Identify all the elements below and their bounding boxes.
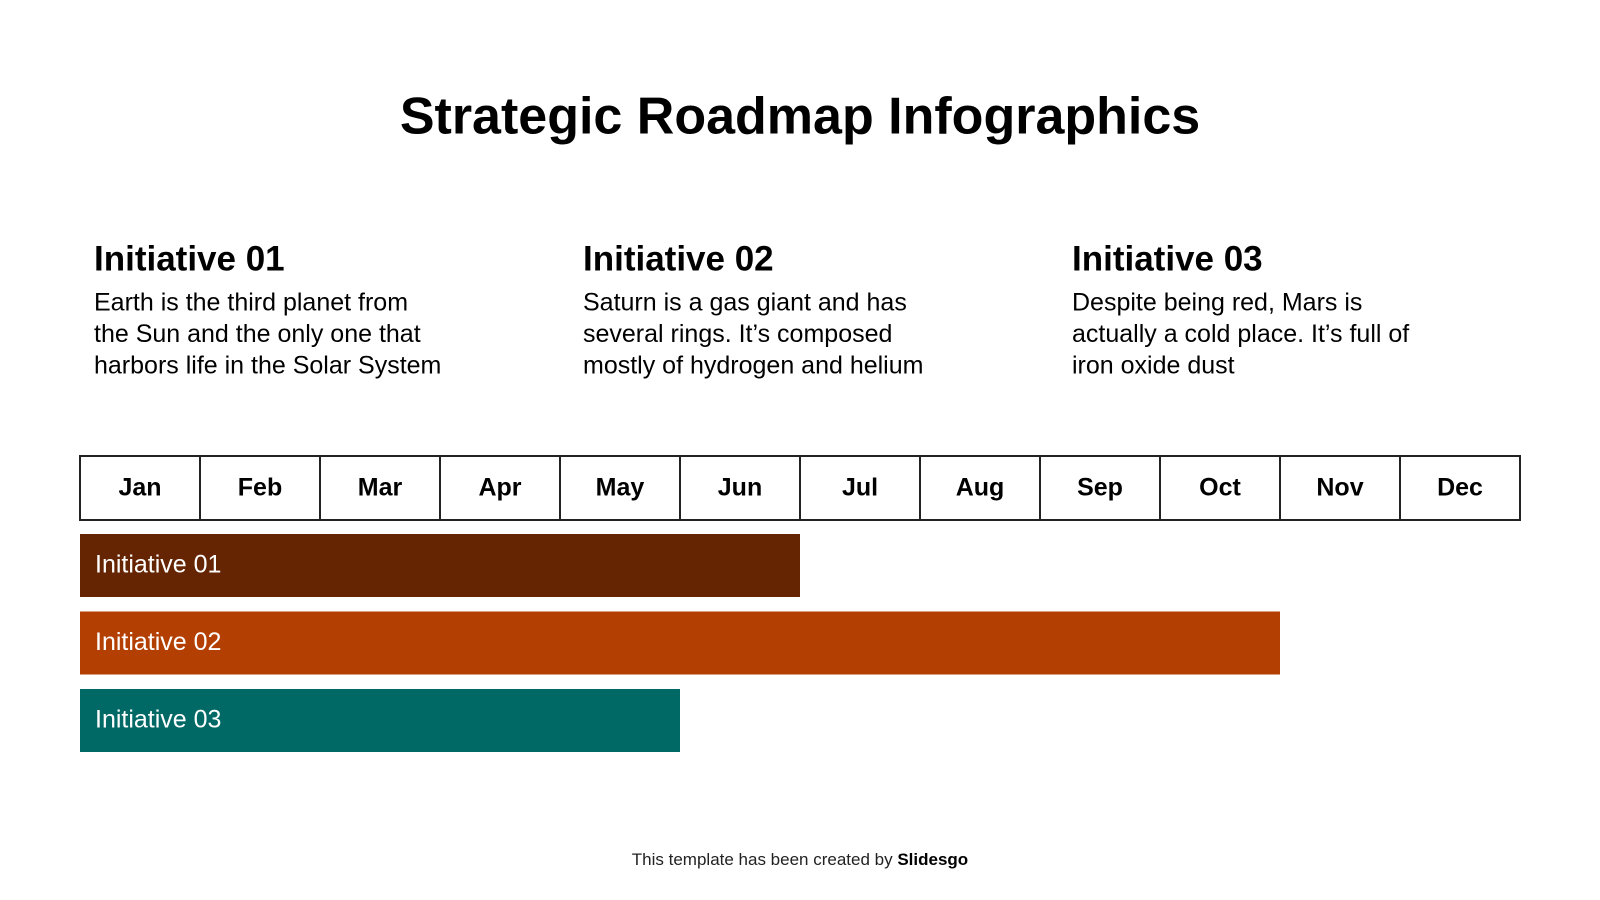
footer-brand: Slidesgo (897, 850, 969, 869)
initiative-text: Earth is the third planet from (94, 289, 408, 317)
month-label: Mar (358, 474, 403, 502)
month-label: Nov (1316, 474, 1363, 502)
month-cell (799, 455, 921, 521)
initiative-text: Despite being red, Mars is (1072, 289, 1362, 317)
bar-label: Initiative 01 (95, 551, 221, 579)
month-cell (1159, 455, 1281, 521)
month-label: Sep (1077, 474, 1123, 502)
initiative-title: Initiative 02 (583, 239, 774, 278)
month-label: Jun (718, 474, 762, 502)
month-cell (919, 455, 1041, 521)
month-cell (79, 455, 201, 521)
month-label: Aug (956, 474, 1005, 502)
initiative-title: Initiative 03 (1072, 239, 1263, 278)
month-cell (679, 455, 801, 521)
footer: This template has been created by Slides… (0, 850, 1600, 870)
month-cell (199, 455, 321, 521)
bar-label: Initiative 02 (95, 628, 221, 656)
month-label: Oct (1199, 474, 1241, 502)
initiative-text: several rings. It’s composed (583, 320, 892, 348)
month-label: Apr (478, 474, 521, 502)
month-label: Feb (238, 474, 282, 502)
initiative-text: Saturn is a gas giant and has (583, 289, 907, 317)
initiative-bar (80, 611, 1280, 675)
month-cell (1039, 455, 1161, 521)
initiative-text: iron oxide dust (1072, 352, 1235, 380)
initiative-text: the Sun and the only one that (94, 320, 421, 348)
roadmap: Strategic Roadmap Infographics Initiativ… (79, 88, 1521, 752)
month-label: May (596, 474, 645, 502)
initiative-bar (80, 534, 800, 597)
month-cell (319, 455, 441, 521)
month-cell (1399, 455, 1521, 521)
month-cell (559, 455, 681, 521)
initiative-text: actually a cold place. It’s full of (1072, 320, 1409, 348)
initiative-text: harbors life in the Solar System (94, 352, 441, 380)
month-label: Jan (118, 474, 161, 502)
bar-label: Initiative 03 (95, 706, 221, 734)
month-label: Dec (1437, 474, 1483, 502)
initiative-title: Initiative 01 (94, 239, 285, 278)
month-label: Jul (842, 474, 878, 502)
initiative-bar (80, 689, 680, 752)
footer-text: This template has been created by (631, 850, 893, 869)
initiative-text: mostly of hydrogen and helium (583, 352, 923, 380)
title: Strategic Roadmap Infographics (400, 88, 1200, 146)
